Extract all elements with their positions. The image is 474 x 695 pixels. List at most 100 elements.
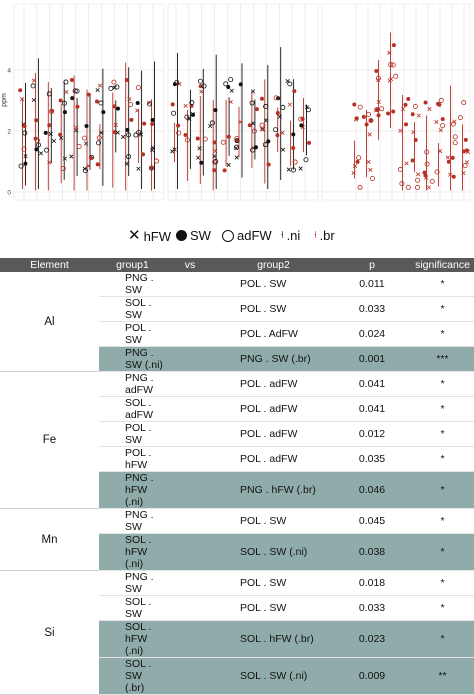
adfw-marker: [126, 132, 132, 138]
significance-cell: *: [411, 471, 474, 509]
hfw-marker: [259, 127, 264, 132]
cross-marker-icon: ✕: [128, 227, 141, 244]
hfw-marker: [64, 89, 69, 95]
adfw-marker: [72, 88, 78, 94]
sw-marker: [450, 155, 455, 160]
p-value-cell: 0.033: [333, 296, 411, 322]
adfw-marker: [298, 116, 304, 122]
p-value-cell: 0.045: [333, 508, 411, 534]
element-cell: Mn: [0, 508, 99, 571]
table-row: SOL . adFW POL . adFW 0.041 *: [0, 396, 474, 422]
significance-cell: **: [411, 657, 474, 695]
sw-marker: [47, 123, 52, 128]
hfw-marker: [426, 185, 431, 190]
group2-cell: POL . adFW: [214, 396, 333, 422]
panel-2: AlCoCrCuFeMgMnNiSeSiZn: [167, 3, 319, 201]
y-axis-label: ppm: [1, 93, 8, 107]
hfw-marker: [212, 154, 217, 159]
legend-item-ni: ⍿ .ni: [281, 228, 300, 243]
adfw-marker: [128, 102, 134, 108]
sw-marker: [275, 110, 280, 115]
panel-frame: [321, 3, 471, 201]
group2-cell: POL . SW: [214, 508, 333, 534]
panel-frame: [167, 3, 319, 201]
adfw-marker: [303, 157, 309, 163]
adfw-marker: [251, 128, 257, 134]
sw-marker: [95, 162, 100, 167]
significance-cell: *: [411, 595, 474, 621]
panel-1: AlCoCrCuFeMgMnNiSeSiZn: [13, 3, 165, 201]
element-cell: Fe: [0, 371, 99, 509]
hfw-marker: [86, 163, 91, 168]
vs-cell: [166, 272, 214, 297]
adfw-marker: [176, 130, 182, 136]
hfw-marker: [150, 145, 155, 150]
hfw-marker: [351, 170, 356, 175]
sw-marker: [410, 112, 415, 117]
adfw-marker: [262, 142, 268, 148]
hfw-marker: [438, 149, 443, 154]
hfw-marker: [229, 88, 234, 93]
sw-marker: [135, 100, 140, 105]
significance-cell: *: [411, 421, 474, 447]
hfw-marker: [199, 89, 204, 94]
group2-cell: POL . adFW: [214, 371, 333, 397]
group1-cell: SOL . SW: [99, 595, 166, 621]
table-row: Fe PNG . adFW POL . adFW 0.041 *: [0, 371, 474, 509]
group1-cell: SOL . hFW (.ni): [99, 533, 166, 571]
adfw-marker: [461, 100, 467, 106]
sw-marker: [368, 118, 373, 123]
adfw-marker: [30, 83, 36, 89]
adfw-marker: [201, 83, 207, 89]
hfw-marker: [260, 127, 265, 132]
p-value-cell: 0.023: [333, 620, 411, 658]
adfw-marker: [135, 85, 141, 91]
adfw-marker: [202, 136, 208, 142]
sw-marker: [129, 117, 134, 122]
vs-cell: [166, 657, 214, 695]
vs-cell: [166, 346, 214, 372]
filled-circle-icon: [176, 230, 187, 241]
hfw-marker: [263, 118, 268, 123]
significance-cell: *: [411, 570, 474, 596]
sw-marker: [58, 132, 63, 137]
y-tick-label: 0: [7, 190, 11, 197]
group1-cell: POL . SW: [99, 421, 166, 447]
sw-marker: [391, 109, 396, 114]
sw-marker: [410, 158, 415, 163]
hfw-marker: [138, 132, 144, 137]
adfw-marker: [44, 147, 50, 153]
sw-marker: [235, 138, 240, 143]
hfw-marker: [183, 103, 188, 108]
adfw-marker: [397, 167, 403, 173]
adfw-marker: [287, 81, 293, 87]
hfw-marker: [59, 135, 64, 141]
hfw-marker: [280, 147, 286, 152]
sw-marker: [404, 122, 409, 127]
significance-cell: *: [411, 272, 474, 297]
group1-cell: PNG . SW: [99, 508, 166, 534]
legend-item-adfw: adFW: [222, 228, 272, 243]
hfw-marker: [136, 166, 141, 171]
adfw-marker: [399, 181, 405, 187]
hfw-marker: [31, 97, 36, 103]
p-value-cell: 0.046: [333, 471, 411, 509]
vs-cell: [166, 533, 214, 571]
hfw-marker: [51, 138, 56, 144]
adfw-marker: [111, 79, 117, 85]
sw-marker: [422, 170, 427, 175]
element-cell: Si: [0, 570, 99, 695]
hfw-marker: [238, 119, 243, 125]
significance-cell: *: [411, 371, 474, 397]
adfw-marker: [259, 122, 265, 128]
hfw-marker: [23, 154, 28, 159]
hfw-marker: [438, 128, 443, 133]
sw-marker: [440, 117, 445, 122]
sw-marker: [69, 78, 74, 83]
adfw-marker: [390, 62, 396, 68]
sw-marker: [176, 123, 181, 128]
header-significance: significance: [411, 258, 474, 272]
group1-cell: PNG . adFW: [99, 371, 166, 397]
hfw-marker: [170, 149, 175, 154]
adfw-marker: [452, 134, 458, 140]
